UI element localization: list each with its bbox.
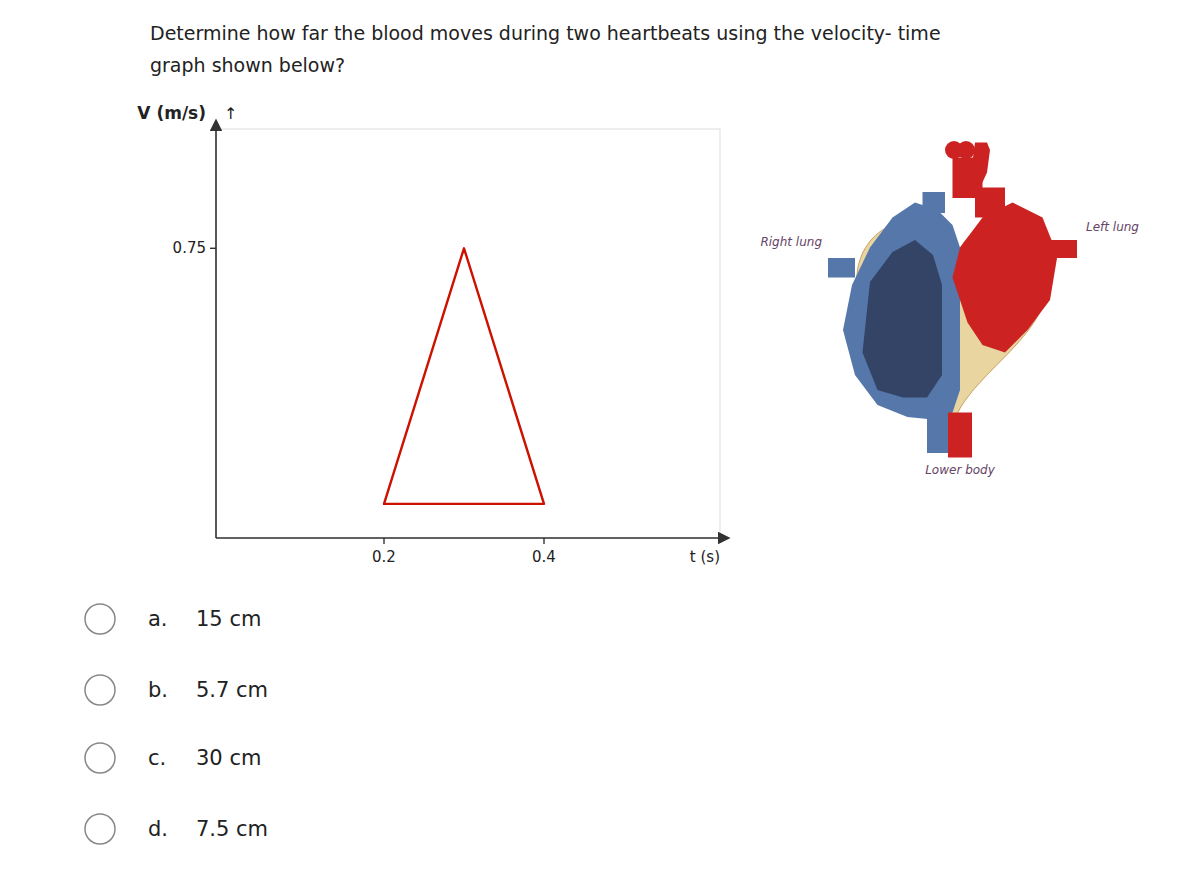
radio-button[interactable]: [85, 675, 115, 705]
aorta: [975, 188, 1005, 218]
heart-illustration: [828, 141, 1077, 458]
axes: 0.2 0.4 0.75 V (m/s) t (s): [137, 103, 728, 566]
y-axis-label: V (m/s): [137, 103, 206, 123]
pulmonary-vessel: [828, 258, 855, 278]
vessel-top: [957, 141, 975, 159]
choice-label: d.: [148, 817, 168, 841]
y-axis-line: [215, 121, 217, 538]
choice: d. 7.5 cm: [85, 814, 268, 844]
descending-vessel: [927, 413, 948, 454]
heart-right-side: [843, 203, 960, 421]
plot-frame: [216, 129, 720, 538]
radio-button[interactable]: [85, 814, 115, 844]
x-tick-label: 0.2: [372, 548, 396, 566]
vena-cava: [923, 192, 946, 213]
x-tick: [543, 538, 544, 544]
y-tick-label: 0.75: [173, 239, 206, 257]
choice: b. 5.7 cm: [85, 675, 268, 705]
choice-text: 5.7 cm: [196, 678, 268, 702]
heart-label: Lower body: [925, 463, 996, 477]
choice-text: 7.5 cm: [196, 817, 268, 841]
choice-label: c.: [148, 746, 166, 770]
choice: a. 15 cm: [85, 604, 261, 634]
x-tick: [383, 538, 384, 544]
figure: Determine how far the blood moves during…: [0, 0, 1200, 890]
choice-text: 30 cm: [196, 746, 261, 770]
radio-button[interactable]: [85, 743, 115, 773]
x-axis-label: t (s): [690, 548, 720, 566]
heart-right-ventricle: [863, 240, 943, 398]
choice-text: 15 cm: [196, 607, 261, 631]
plot-data: [384, 248, 544, 504]
title: Determine how far the blood moves during…: [150, 22, 941, 44]
radio-button[interactable]: [85, 604, 115, 634]
y-tick: [210, 248, 216, 249]
choice-label: b.: [148, 678, 168, 702]
choice-label: a.: [148, 607, 168, 631]
choice: c. 30 cm: [85, 743, 261, 773]
heart-left-side: [953, 203, 1058, 353]
heart-label: Right lung: [760, 235, 822, 249]
x-axis-line: [216, 537, 728, 539]
pulmonary-vessel: [1043, 240, 1078, 258]
x-tick-label: 0.4: [532, 548, 556, 566]
data-line: [384, 248, 544, 504]
subtitle: graph shown below?: [150, 54, 345, 76]
descending-vessel: [948, 413, 972, 458]
heart-label: Left lung: [1086, 220, 1139, 234]
y-axis-arrow-symbol: ↑: [224, 104, 237, 123]
